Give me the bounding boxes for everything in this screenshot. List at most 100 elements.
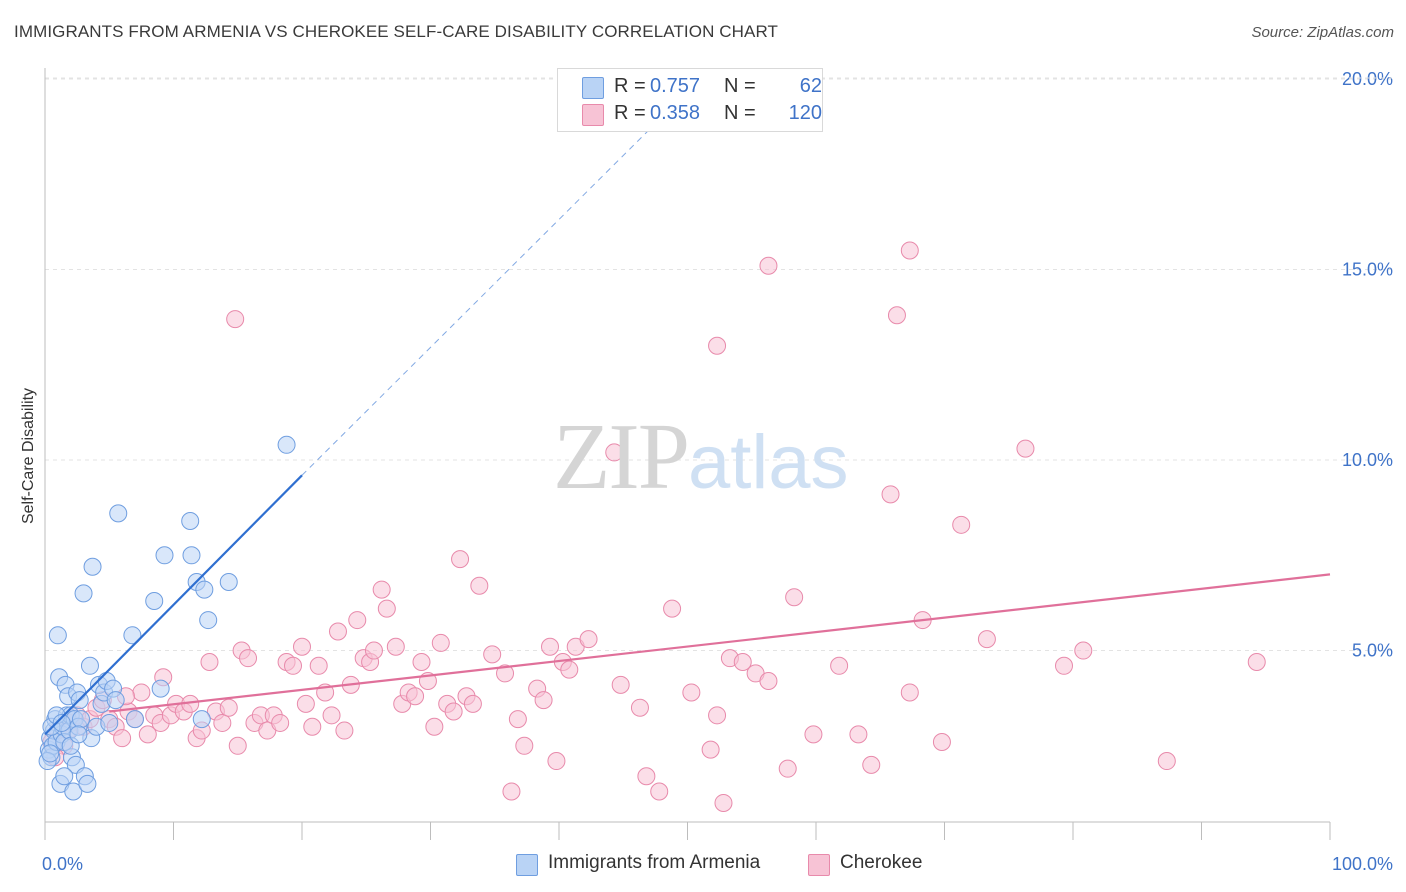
point-cherokee [1016, 439, 1035, 458]
point-armenia [192, 710, 211, 729]
x-tick-label: 0.0% [42, 854, 83, 874]
point-cherokee [682, 683, 701, 702]
point-cherokee [386, 637, 405, 656]
source-note: Source: ZipAtlas.com [1251, 24, 1394, 41]
stats-legend: R = 0.757 N = 62 R = 0.358 N = 120 [557, 68, 823, 132]
point-cherokee [759, 256, 778, 275]
point-cherokee [579, 630, 598, 649]
point-cherokee [900, 683, 919, 702]
trendline-extension-armenia [301, 116, 663, 476]
legend-n-label: N = [724, 102, 756, 124]
point-armenia [195, 580, 214, 599]
point-armenia [69, 725, 88, 744]
point-cherokee [431, 633, 450, 652]
point-armenia [145, 592, 164, 611]
point-armenia [100, 713, 119, 732]
y-tick-label: 20.0% [1342, 69, 1393, 89]
point-cherokee [284, 656, 303, 675]
point-cherokee [483, 645, 502, 664]
point-cherokee [226, 310, 245, 329]
point-cherokee [637, 767, 656, 786]
point-cherokee [412, 652, 431, 671]
watermark-atlas: atlas [688, 420, 849, 505]
point-cherokee [271, 713, 290, 732]
point-cherokee [322, 706, 341, 725]
point-cherokee [541, 637, 560, 656]
point-cherokee [1157, 752, 1176, 771]
point-cherokee [804, 725, 823, 744]
point-cherokee [228, 736, 247, 755]
point-cherokee [425, 717, 444, 736]
point-armenia [78, 774, 97, 793]
point-armenia [181, 512, 200, 531]
legend-r-value: 0.358 [650, 102, 701, 124]
point-cherokee [977, 630, 996, 649]
bottom-legend-swatch-armenia [516, 854, 538, 876]
point-cherokee [470, 576, 489, 595]
point-cherokee [132, 683, 151, 702]
point-cherokee [759, 672, 778, 691]
point-armenia [71, 710, 90, 729]
point-armenia [155, 546, 174, 565]
point-cherokee [113, 729, 132, 748]
point-cherokee [309, 656, 328, 675]
point-cherokee [778, 759, 797, 778]
point-cherokee [502, 782, 521, 801]
point-cherokee [932, 732, 951, 751]
bottom-legend-label-cherokee: Cherokee [840, 852, 923, 873]
point-armenia [52, 713, 71, 732]
point-cherokee [560, 660, 579, 679]
point-cherokee [515, 736, 534, 755]
point-cherokee [213, 713, 232, 732]
point-armenia [80, 656, 99, 675]
point-armenia [277, 435, 296, 454]
point-armenia [125, 710, 144, 729]
point-armenia [151, 679, 170, 698]
point-cherokee [630, 698, 649, 717]
point-armenia [219, 572, 238, 591]
point-cherokee [1247, 652, 1266, 671]
point-cherokee [862, 755, 881, 774]
point-cherokee [714, 793, 733, 812]
point-cherokee [328, 622, 347, 641]
point-cherokee [348, 611, 367, 630]
trendline-armenia [44, 474, 303, 736]
point-cherokee [239, 649, 258, 668]
point-armenia [106, 691, 125, 710]
bottom-legend-swatch-cherokee [808, 854, 830, 876]
point-cherokee [372, 580, 391, 599]
point-cherokee [508, 710, 527, 729]
point-cherokee [830, 656, 849, 675]
y-tick-label: 15.0% [1342, 260, 1393, 280]
point-cherokee [952, 515, 971, 534]
point-cherokee [733, 652, 752, 671]
point-cherokee [335, 721, 354, 740]
point-armenia [199, 611, 218, 630]
y-axis-label: Self-Care Disability [20, 387, 37, 525]
point-cherokee [887, 306, 906, 325]
point-cherokee [364, 641, 383, 660]
x-tick-label: 100.0% [1332, 854, 1393, 874]
legend-n-label: N = [724, 75, 756, 97]
legend-r-label: R = [614, 102, 646, 124]
legend-r-label: R = [614, 75, 646, 97]
point-cherokee [605, 443, 624, 462]
point-cherokee [708, 706, 727, 725]
point-cherokee [708, 336, 727, 355]
trendline-cherokee [109, 573, 1331, 713]
chart-title: IMMIGRANTS FROM ARMENIA VS CHEROKEE SELF… [14, 22, 779, 41]
point-cherokee [303, 717, 322, 736]
legend-n-value: 120 [788, 102, 822, 124]
point-cherokee [444, 702, 463, 721]
watermark-zip: ZIP [553, 405, 690, 509]
legend-n-value: 62 [799, 75, 822, 97]
point-armenia [74, 584, 93, 603]
point-cherokee [451, 550, 470, 569]
point-armenia [64, 782, 83, 801]
point-cherokee [650, 782, 669, 801]
point-armenia [83, 557, 102, 576]
point-cherokee [219, 698, 238, 717]
point-cherokee [849, 725, 868, 744]
point-armenia [123, 626, 142, 645]
